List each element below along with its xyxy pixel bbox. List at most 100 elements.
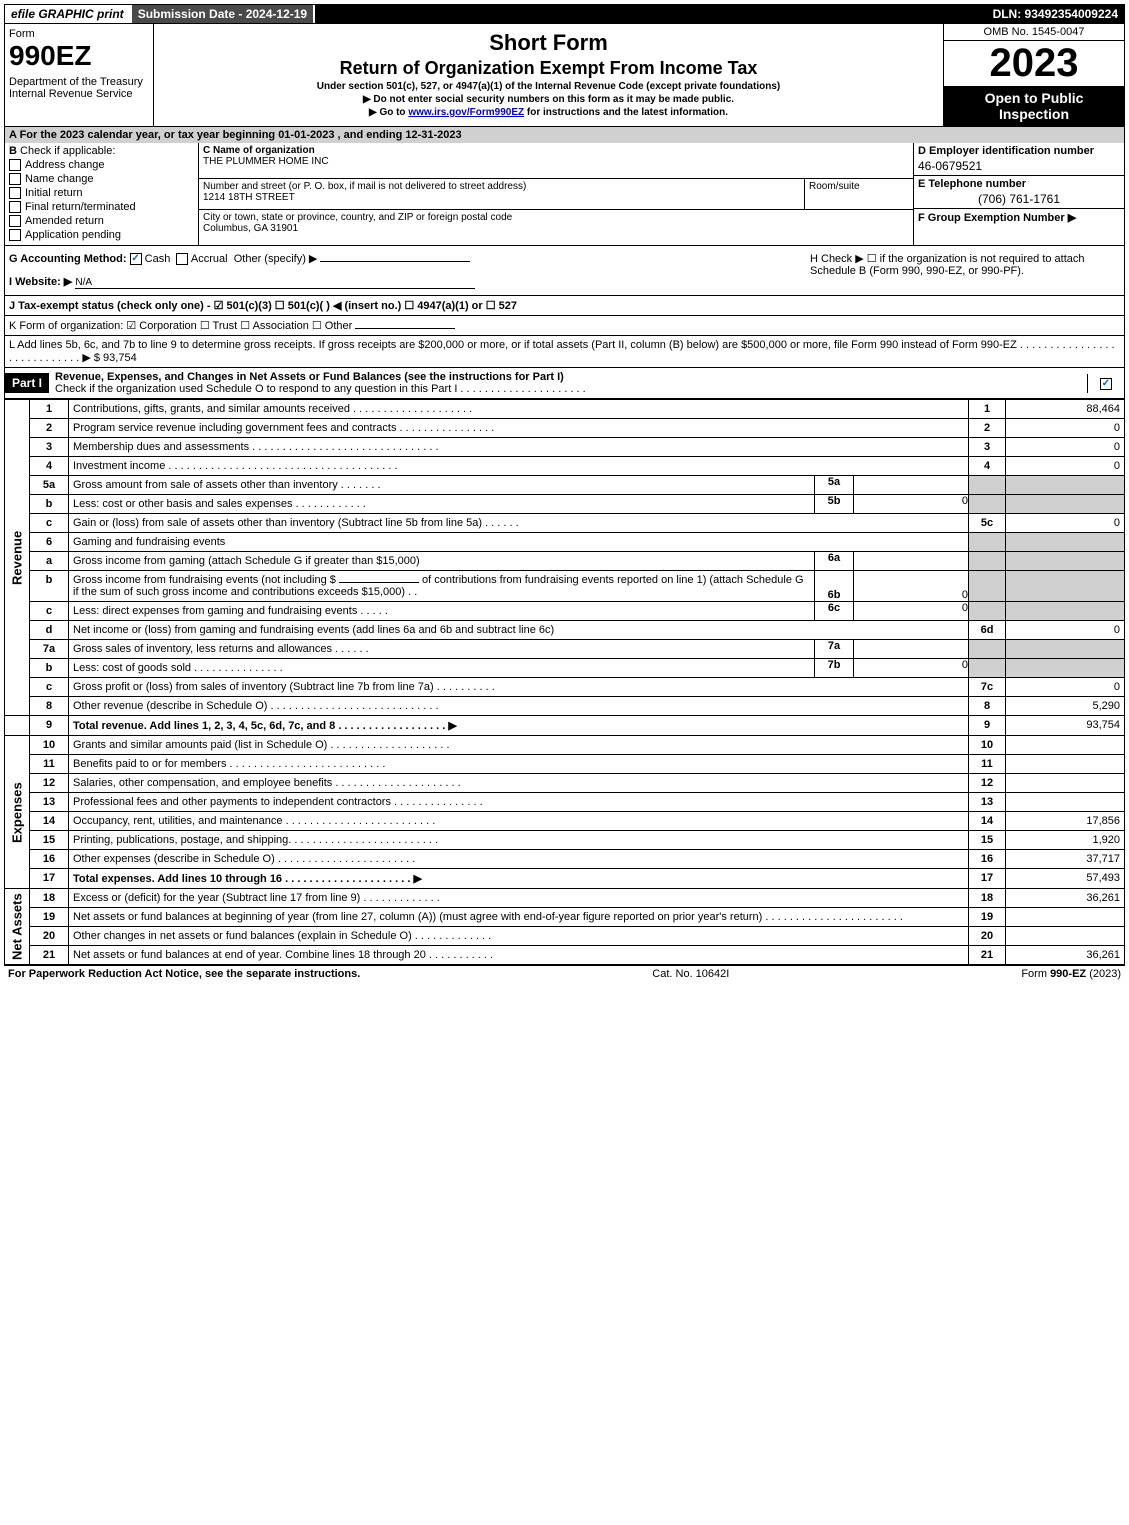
- line-7b-desc: Less: cost of goods sold . . . . . . . .…: [69, 659, 814, 677]
- line-6c-desc: Less: direct expenses from gaming and fu…: [69, 602, 814, 620]
- room-label: Room/suite: [804, 179, 913, 210]
- efile-label[interactable]: efile GRAPHIC print: [5, 5, 130, 23]
- line-16-ref: 16: [969, 850, 1006, 869]
- line-6d-num: d: [30, 621, 69, 640]
- line-16-amt: 37,717: [1006, 850, 1125, 869]
- line-11-desc: Benefits paid to or for members . . . . …: [69, 755, 969, 774]
- line-7c-ref: 7c: [969, 678, 1006, 697]
- section-a: A For the 2023 calendar year, or tax yea…: [4, 127, 1125, 143]
- line-10-amt: [1006, 736, 1125, 755]
- line-6b-num: b: [30, 571, 69, 602]
- cb-initial-return[interactable]: [9, 187, 21, 199]
- part-i-title: Revenue, Expenses, and Changes in Net As…: [55, 371, 564, 383]
- irs-link[interactable]: www.irs.gov/Form990EZ: [408, 107, 524, 118]
- line-2-ref: 2: [969, 419, 1006, 438]
- line-15-ref: 15: [969, 831, 1006, 850]
- line-7c-desc: Gross profit or (loss) from sales of inv…: [69, 678, 969, 697]
- revenue-label: Revenue: [5, 400, 30, 716]
- expenses-label: Expenses: [5, 736, 30, 889]
- line-9-ref: 9: [969, 716, 1006, 736]
- line-9-num: 9: [30, 716, 69, 736]
- line-6b-desc: Gross income from fundraising events (no…: [69, 571, 814, 601]
- line-15-desc: Printing, publications, postage, and shi…: [69, 831, 969, 850]
- line-20-amt: [1006, 927, 1125, 946]
- line-6a-subamt: [854, 552, 968, 570]
- line-19-num: 19: [30, 908, 69, 927]
- line-4-ref: 4: [969, 457, 1006, 476]
- line-2-num: 2: [30, 419, 69, 438]
- cb-address-change[interactable]: [9, 159, 21, 171]
- cb-amended[interactable]: [9, 215, 21, 227]
- line-21-ref: 21: [969, 946, 1006, 965]
- line-15-amt: 1,920: [1006, 831, 1125, 850]
- line-6c-num: c: [30, 602, 69, 621]
- cb-cash[interactable]: [130, 253, 142, 265]
- form-label: Form: [9, 28, 149, 40]
- line-15-num: 15: [30, 831, 69, 850]
- cb-app-pending[interactable]: [9, 229, 21, 241]
- footer-catalog: Cat. No. 10642I: [652, 968, 729, 980]
- part-i-label: Part I: [5, 373, 49, 393]
- cb-accrual[interactable]: [176, 253, 188, 265]
- line-9-amt: 93,754: [1006, 716, 1125, 736]
- line-5b-desc: Less: cost or other basis and sales expe…: [69, 495, 814, 513]
- page-footer: For Paperwork Reduction Act Notice, see …: [4, 965, 1125, 982]
- line-6b-sub: 6b: [814, 571, 854, 601]
- section-b-label: B: [9, 145, 17, 157]
- top-bar: efile GRAPHIC print Submission Date - 20…: [4, 4, 1125, 24]
- city-value: Columbus, GA 31901: [203, 223, 909, 234]
- line-7c-num: c: [30, 678, 69, 697]
- line-6d-desc: Net income or (loss) from gaming and fun…: [69, 621, 969, 640]
- line-19-ref: 19: [969, 908, 1006, 927]
- i-label: I Website: ▶: [9, 276, 72, 288]
- line-20-desc: Other changes in net assets or fund bala…: [69, 927, 969, 946]
- line-5b-subamt: 0: [854, 495, 968, 513]
- c-name-label: C Name of organization: [203, 145, 909, 156]
- line-7c-amt: 0: [1006, 678, 1125, 697]
- line-7b-num: b: [30, 659, 69, 678]
- line-1-amt: 88,464: [1006, 400, 1125, 419]
- line-20-num: 20: [30, 927, 69, 946]
- line-7a-sub: 7a: [814, 640, 854, 658]
- line-19-desc: Net assets or fund balances at beginning…: [69, 908, 969, 927]
- line-5a-sub: 5a: [814, 476, 854, 494]
- line-6d-ref: 6d: [969, 621, 1006, 640]
- line-2-amt: 0: [1006, 419, 1125, 438]
- d-label: D Employer identification number: [918, 145, 1120, 157]
- org-info-table: B Check if applicable: Address change Na…: [4, 143, 1125, 246]
- line-5b-sub: 5b: [814, 495, 854, 513]
- line-8-desc: Other revenue (describe in Schedule O) .…: [69, 697, 969, 716]
- submission-date: Submission Date - 2024-12-19: [130, 5, 315, 23]
- line-10-desc: Grants and similar amounts paid (list in…: [69, 736, 969, 755]
- line-6c-sub: 6c: [814, 602, 854, 620]
- line-16-num: 16: [30, 850, 69, 869]
- phone-value: (706) 761-1761: [918, 190, 1120, 206]
- line-14-ref: 14: [969, 812, 1006, 831]
- line-21-amt: 36,261: [1006, 946, 1125, 965]
- line-13-num: 13: [30, 793, 69, 812]
- line-8-ref: 8: [969, 697, 1006, 716]
- line-6a-num: a: [30, 552, 69, 571]
- line-5a-num: 5a: [30, 476, 69, 495]
- gross-receipts-value: 93,754: [103, 352, 137, 364]
- line-6-num: 6: [30, 533, 69, 552]
- cb-name-change[interactable]: [9, 173, 21, 185]
- cb-part-i-schedule-o[interactable]: [1100, 378, 1112, 390]
- line-7a-desc: Gross sales of inventory, less returns a…: [69, 640, 814, 658]
- line-6d-amt: 0: [1006, 621, 1125, 640]
- g-label: G Accounting Method:: [9, 253, 127, 265]
- line-11-num: 11: [30, 755, 69, 774]
- line-3-amt: 0: [1006, 438, 1125, 457]
- footer-left: For Paperwork Reduction Act Notice, see …: [8, 968, 360, 980]
- header-sub1: Under section 501(c), 527, or 4947(a)(1)…: [158, 81, 939, 92]
- line-6a-sub: 6a: [814, 552, 854, 570]
- line-16-desc: Other expenses (describe in Schedule O) …: [69, 850, 969, 869]
- line-14-num: 14: [30, 812, 69, 831]
- line-10-num: 10: [30, 736, 69, 755]
- line-5c-desc: Gain or (loss) from sale of assets other…: [69, 514, 969, 533]
- line-17-amt: 57,493: [1006, 869, 1125, 889]
- line-11-amt: [1006, 755, 1125, 774]
- tax-year: 2023: [944, 41, 1124, 86]
- cb-final-return[interactable]: [9, 201, 21, 213]
- line-3-desc: Membership dues and assessments . . . . …: [69, 438, 969, 457]
